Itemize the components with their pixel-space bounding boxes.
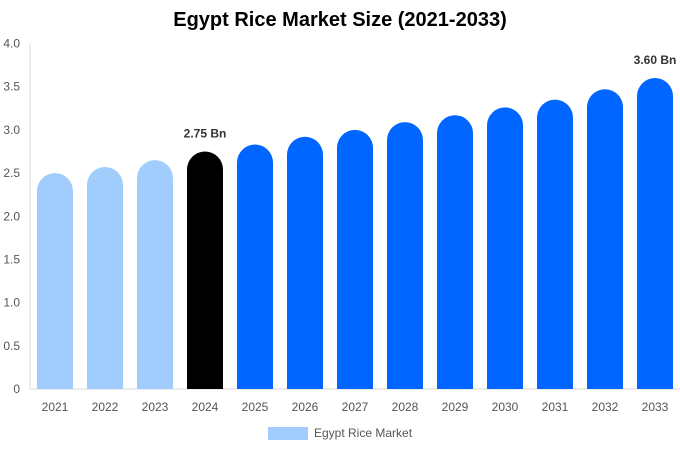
x-tick-label: 2030 <box>492 400 519 414</box>
x-tick-label: 2025 <box>242 400 269 414</box>
x-tick-label: 2027 <box>342 400 369 414</box>
x-tick-label: 2029 <box>442 400 469 414</box>
x-tick-label: 2026 <box>292 400 319 414</box>
bar-2033[interactable] <box>637 78 673 389</box>
data-label: 3.60 Bn <box>634 53 677 67</box>
bar-2024[interactable] <box>187 151 223 389</box>
bar-2030[interactable] <box>487 107 523 389</box>
y-tick-label: 1.5 <box>3 252 20 266</box>
x-tick-label: 2023 <box>142 400 169 414</box>
x-tick-label: 2028 <box>392 400 419 414</box>
legend-swatch <box>268 426 308 440</box>
legend-label: Egypt Rice Market <box>314 426 413 440</box>
bar-2021[interactable] <box>37 173 73 389</box>
bar-2022[interactable] <box>87 167 123 389</box>
bar-2027[interactable] <box>337 129 373 389</box>
y-tick-label: 0 <box>13 382 20 396</box>
bar-2032[interactable] <box>587 89 623 389</box>
bar-2026[interactable] <box>287 136 323 389</box>
y-tick-label: 3.5 <box>3 80 20 94</box>
y-tick-label: 1.0 <box>3 296 20 310</box>
x-tick-label: 2031 <box>542 400 569 414</box>
bar-2023[interactable] <box>137 160 173 389</box>
x-tick-label: 2024 <box>192 400 219 414</box>
y-tick-label: 3.0 <box>3 123 20 137</box>
x-tick-label: 2022 <box>92 400 119 414</box>
bar-2031[interactable] <box>537 99 573 390</box>
y-tick-label: 2.5 <box>3 166 20 180</box>
x-tick-label: 2021 <box>42 400 69 414</box>
data-label: 2.75 Bn <box>184 126 227 140</box>
y-tick-label: 2.0 <box>3 209 20 223</box>
bar-2029[interactable] <box>437 115 473 389</box>
y-tick-label: 0.5 <box>3 339 20 353</box>
y-tick-label: 4.0 <box>3 37 20 51</box>
chart-title: Egypt Rice Market Size (2021-2033) <box>173 9 507 31</box>
bar-2025[interactable] <box>237 144 273 389</box>
legend[interactable]: Egypt Rice Market <box>268 426 412 440</box>
x-tick-label: 2032 <box>592 400 619 414</box>
x-tick-label: 2033 <box>642 400 669 414</box>
bar-2028[interactable] <box>387 122 423 389</box>
